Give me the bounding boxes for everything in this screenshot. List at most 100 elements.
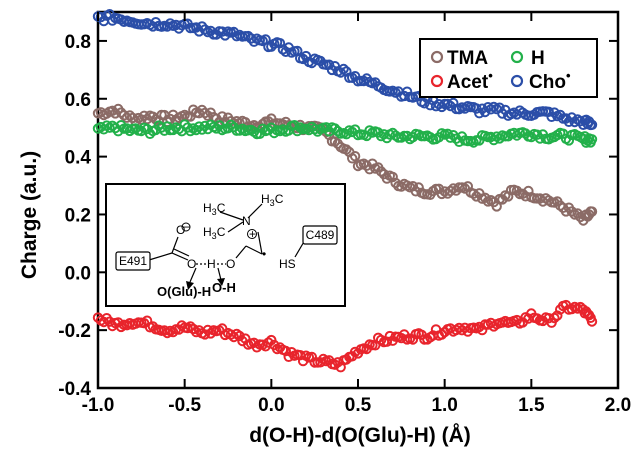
data-point (202, 110, 214, 121)
data-point (185, 125, 196, 137)
y-tick-label: -0.4 (58, 379, 91, 400)
inset-bonds (148, 203, 306, 283)
atom-hs: HS (279, 257, 296, 271)
minus-charge-ring (181, 222, 191, 232)
bond-n-ch3-mid (227, 221, 244, 233)
bond-c-o-double (171, 252, 189, 261)
data-point (586, 119, 598, 131)
atom-o-minus: O (176, 223, 185, 237)
atom-o-hbond: O (226, 257, 235, 271)
ch3-right-c: C (275, 192, 284, 206)
data-series (92, 9, 598, 373)
ch3-mid-sub: 3 (212, 231, 217, 241)
arrow-oh (217, 267, 222, 281)
atom-h-mid: H (207, 257, 216, 271)
ch3-top-c: C (217, 201, 226, 215)
axes: -1.0 -0.5 0.0 0.5 1.0 1.5 2.0 -0.4 -0.2 0.0 0.2 0.4… (58, 12, 631, 416)
ch3-mid-c: C (217, 225, 226, 239)
series-h (92, 119, 598, 148)
y-tick-label: 0.8 (65, 32, 91, 53)
bond-n-ch3-right (247, 203, 263, 219)
series-cho (92, 9, 598, 131)
legend-label-acet-text: Acet (447, 72, 489, 93)
ch3-right: H3C (261, 192, 284, 208)
data-point (196, 104, 208, 116)
data-point (407, 334, 419, 345)
data-point (217, 111, 228, 122)
atom-n: N (242, 214, 251, 228)
legend-marker-tma (430, 50, 444, 64)
c489-box (302, 225, 338, 245)
data-point (586, 206, 598, 217)
legend: TMA H Acet• Cho• (419, 38, 598, 98)
inset-diagram: E491 C489 O − O H O N + • HS H3C H3C H3C… (105, 183, 346, 307)
data-point (442, 188, 453, 199)
data-point (413, 182, 424, 193)
data-point (269, 127, 280, 139)
data-point (407, 181, 419, 192)
data-point (115, 107, 127, 118)
y-tick-label: 0.4 (65, 148, 92, 169)
minus-charge-sign: − (183, 220, 190, 234)
data-point (266, 122, 277, 133)
legend-marker-h (510, 50, 524, 64)
data-point (329, 60, 341, 72)
radical-dot: • (262, 247, 266, 261)
arrow-head-oglu-h (186, 281, 194, 290)
data-point (586, 316, 598, 327)
legend-marker-cho (510, 74, 524, 88)
bond-ch2-ch2 (245, 245, 263, 255)
legend-label-acet-radical: • (488, 68, 493, 83)
data-point (401, 86, 413, 97)
legend-label-h: H (531, 48, 545, 69)
data-point (563, 135, 575, 146)
arrow-oglu-h (189, 267, 197, 283)
bond-n-ch3-top (219, 211, 244, 221)
legend-box (419, 38, 598, 98)
y-tick-label: 0.2 (65, 205, 91, 226)
data-point (468, 188, 479, 199)
ch3-top-h: H (203, 201, 212, 215)
series-tma (92, 103, 598, 226)
y-tick-label: 0.6 (65, 90, 91, 111)
data-point (586, 134, 598, 145)
ch3-top-sub: 3 (212, 207, 217, 217)
legend-label-cho: Cho• (529, 68, 571, 93)
data-point (349, 151, 361, 162)
label-oh: O-H (212, 280, 236, 295)
bond-ch2-n (257, 231, 263, 255)
data-point (329, 123, 341, 134)
legend-label-acet: Acet• (447, 68, 493, 93)
series-acet (92, 299, 598, 373)
y-axis-title: Charge (a.u.) (18, 151, 41, 279)
data-point (338, 63, 349, 75)
legend-label-cho-text: Cho (529, 72, 566, 93)
data-point (494, 102, 505, 113)
data-point (381, 173, 393, 184)
legend-marker-acet (430, 74, 444, 88)
ch3-mid: H3C (203, 225, 226, 241)
ch3-right-sub: 3 (270, 198, 275, 208)
data-point (199, 107, 211, 119)
x-tick-label: -0.5 (168, 395, 201, 416)
data-point (167, 326, 179, 338)
bond-c-o-minus (171, 236, 179, 254)
y-tick-label: -0.2 (58, 321, 91, 342)
ch3-top: H3C (203, 201, 226, 217)
x-axis-title: d(O-H)-d(O(Glu)-H) (Å) (249, 423, 471, 447)
data-point (323, 59, 335, 70)
y-tick-label: 0.0 (65, 263, 91, 284)
bond-e491-c (148, 252, 173, 261)
data-point (306, 351, 317, 363)
data-point (433, 183, 445, 195)
inset-box (105, 183, 346, 307)
data-point (375, 166, 387, 177)
x-tick-label: 0.0 (258, 395, 284, 416)
legend-label-tma: TMA (447, 48, 488, 69)
e491-label: E491 (119, 254, 147, 268)
e491-box (115, 251, 151, 271)
label-oglu-h: O(Glu)-H (157, 284, 211, 299)
legend-label-cho-radical: • (566, 68, 571, 83)
bond-o-ch2 (235, 245, 247, 259)
